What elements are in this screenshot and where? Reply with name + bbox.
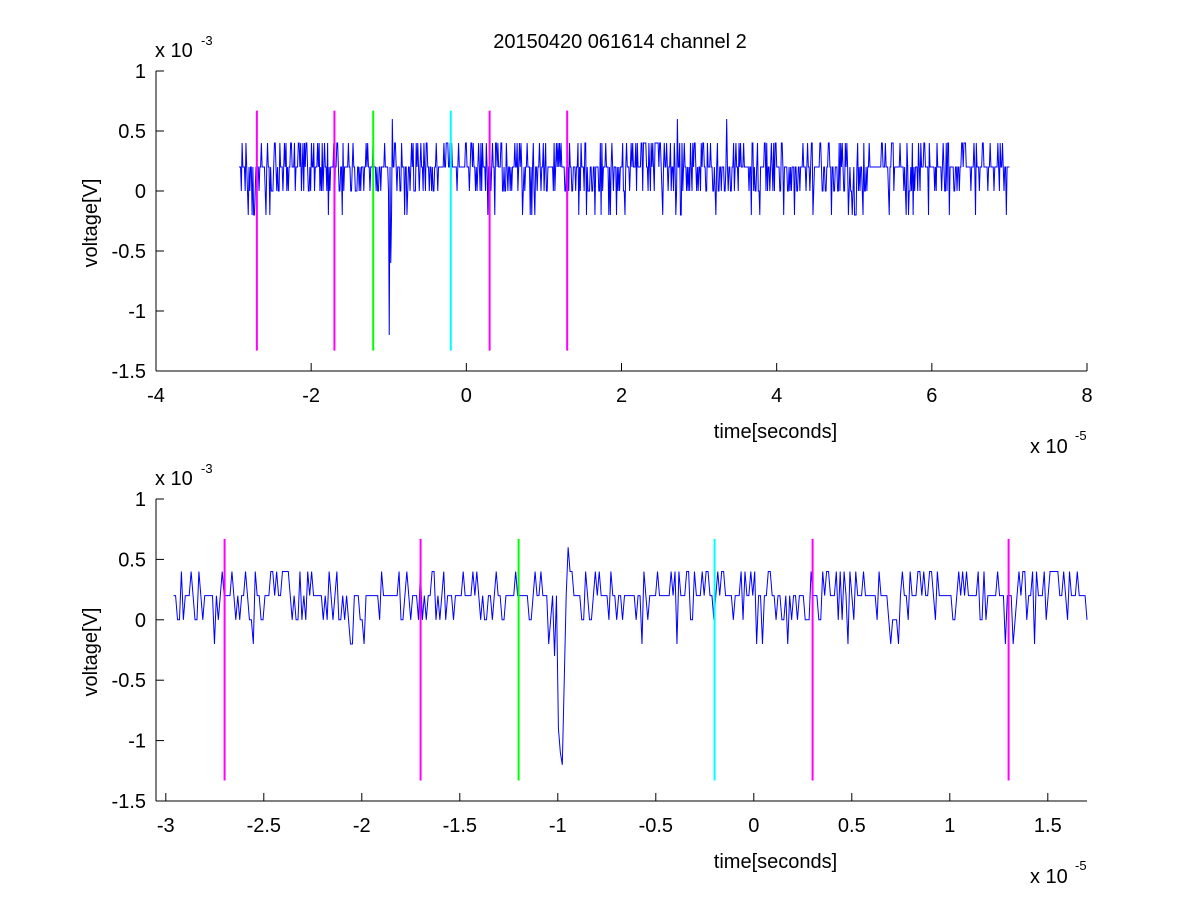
x-axis-label: time[seconds] [714,421,837,443]
y-tick-label: -0.5 [112,670,146,692]
x-tick-label: -1.5 [443,815,477,837]
x-tick-label: 8 [1081,385,1092,407]
signal-trace [239,118,1010,336]
figure-title: 20150420 061614 channel 2 [493,31,747,53]
x-tick-label: 4 [771,385,782,407]
y-exponent-power: -3 [201,461,213,476]
y-axis-label: voltage[V] [80,179,102,268]
y-tick-label: -0.5 [112,241,146,263]
x-tick-label: 2 [616,385,627,407]
y-tick-label: 0 [135,181,146,203]
y-exponent-label: x 10 [155,40,193,62]
y-axis-label: voltage[V] [80,608,102,697]
y-tick-label: 1 [135,489,146,511]
y-tick-label: -1 [128,301,146,323]
x-exponent-label: x 10 [1030,436,1068,458]
y-tick-label: 0 [135,610,146,632]
y-tick-label: 0.5 [118,549,146,571]
x-tick-label: 1 [944,815,955,837]
x-tick-label: -1 [549,815,567,837]
signal-trace [173,547,1088,765]
y-exponent-power: -3 [201,33,213,48]
x-tick-label: 0 [748,815,759,837]
y-tick-label: 0.5 [118,121,146,143]
y-tick-label: -1.5 [112,791,146,813]
x-tick-label: -2 [302,385,320,407]
y-tick-label: 1 [135,61,146,83]
x-tick-label: 6 [926,385,937,407]
y-tick-label: -1 [128,731,146,753]
x-exponent-power: -5 [1075,858,1087,873]
y-tick-label: -1.5 [112,361,146,383]
x-tick-label: 0 [461,385,472,407]
x-tick-label: -3 [157,815,175,837]
x-exponent-label: x 10 [1030,866,1068,888]
x-tick-label: 0.5 [838,815,866,837]
x-tick-label: -2 [353,815,371,837]
x-axis-label: time[seconds] [714,851,837,873]
x-tick-label: 1.5 [1034,815,1062,837]
y-exponent-label: x 10 [155,468,193,490]
x-tick-label: -4 [147,385,165,407]
x-exponent-power: -5 [1075,428,1087,443]
x-tick-label: -0.5 [639,815,673,837]
x-tick-label: -2.5 [247,815,281,837]
top-plot: -4 -2 0 2 4 6 8 -1.5 -1 -0.5 0 0.5 1 time[seconds] vol… [80,33,1093,458]
bottom-plot: -3 -2.5 -2 -1.5 -1 -0.5 0 0.5 1 1.5 -1.5 -1 -0.5 0 0.5… [80,461,1088,888]
